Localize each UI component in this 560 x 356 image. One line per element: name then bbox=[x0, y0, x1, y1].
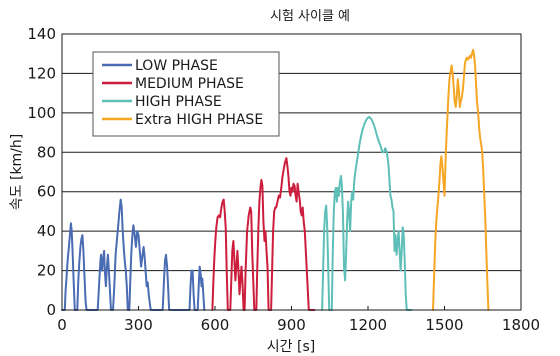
x-tick-label: 600 bbox=[201, 316, 230, 334]
x-tick-label: 900 bbox=[277, 316, 306, 334]
y-tick-label: 0 bbox=[46, 301, 56, 319]
x-tick-label: 1500 bbox=[425, 316, 463, 334]
legend-label: HIGH PHASE bbox=[135, 94, 222, 110]
y-tick-label: 40 bbox=[37, 222, 56, 240]
y-tick-label: 80 bbox=[37, 143, 56, 161]
x-axis-label: 시간 [s] bbox=[267, 339, 315, 355]
y-tick-label: 60 bbox=[37, 183, 56, 201]
y-tick-label: 140 bbox=[27, 25, 56, 43]
series-line-2 bbox=[211, 157, 316, 311]
y-tick-label: 120 bbox=[27, 64, 56, 82]
series-line-3 bbox=[321, 115, 413, 311]
legend-label: Extra HIGH PHASE bbox=[135, 112, 263, 128]
legend-label: MEDIUM PHASE bbox=[135, 76, 244, 92]
series-line-4 bbox=[432, 48, 490, 311]
y-tick-label: 20 bbox=[37, 262, 56, 280]
x-tick-label: 0 bbox=[57, 316, 67, 334]
x-axis-ticks: 0 300 600 900 1200 1500 1800 bbox=[57, 306, 540, 334]
legend: LOW PHASE MEDIUM PHASE HIGH PHASE Extra HIG… bbox=[92, 51, 280, 137]
y-axis-label: 속도 [km/h] bbox=[9, 134, 25, 210]
y-tick-label: 100 bbox=[27, 104, 56, 122]
x-tick-label: 300 bbox=[124, 316, 153, 334]
series-lines bbox=[61, 48, 490, 311]
x-tick-label: 1200 bbox=[349, 316, 387, 334]
series-line-1 bbox=[61, 198, 206, 311]
x-tick-label: 1800 bbox=[502, 316, 540, 334]
y-axis-ticks: 0 20 40 60 80 100 120 140 bbox=[27, 25, 56, 319]
legend-label: LOW PHASE bbox=[135, 58, 218, 74]
chart-title: 시험 사이클 예 bbox=[270, 9, 350, 24]
